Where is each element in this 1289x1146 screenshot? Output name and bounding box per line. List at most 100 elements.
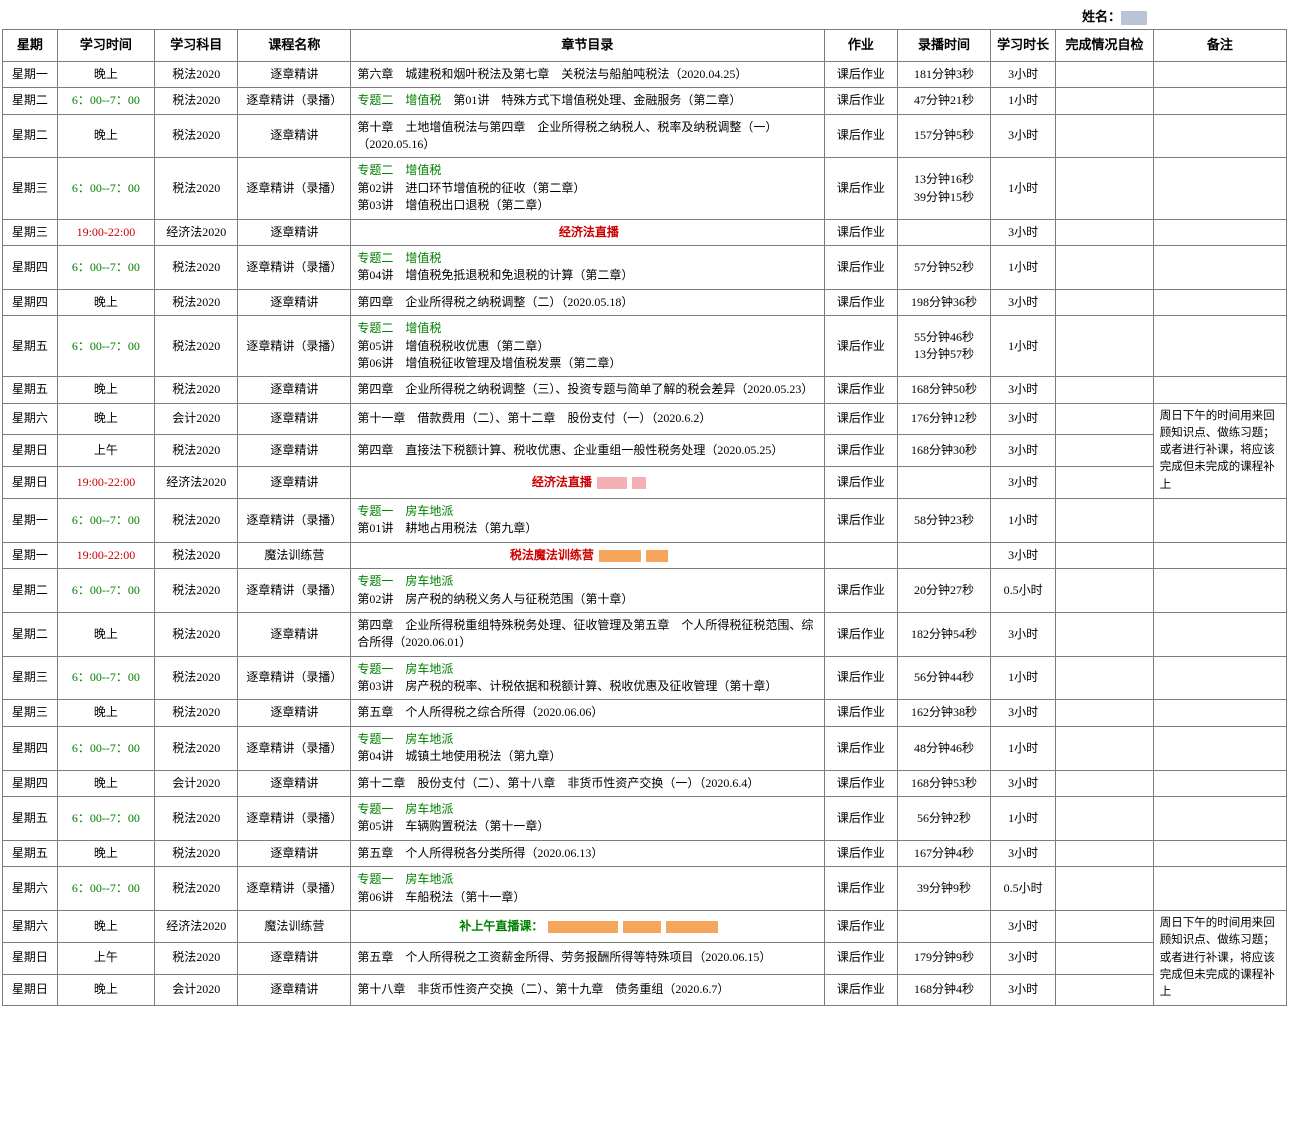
- cell-time: 晚上: [57, 974, 154, 1006]
- cell-note: [1153, 840, 1286, 866]
- cell-chapter: 专题二 增值税第05讲 增值税税收优惠（第二章）第06讲 增值税征收管理及增值税…: [351, 316, 824, 377]
- cell-duration: 168分钟50秒: [898, 377, 991, 403]
- cell-day: 星期五: [3, 377, 58, 403]
- cell-time: 6：00--7：00: [57, 797, 154, 841]
- cell-subject: 税法2020: [155, 700, 238, 726]
- cell-day: 星期日: [3, 435, 58, 467]
- table-row: 星期日上午税法2020逐章精讲第五章 个人所得税之工资薪金所得、劳务报酬所得等特…: [3, 942, 1287, 974]
- cell-selfcheck: [1056, 61, 1153, 87]
- col-header-7: 学习时长: [990, 30, 1055, 62]
- cell-selfcheck: [1056, 911, 1153, 943]
- table-row: 星期二晚上税法2020逐章精讲第十章 土地增值税法与第四章 企业所得税之纳税人、…: [3, 114, 1287, 158]
- cell-selfcheck: [1056, 245, 1153, 289]
- cell-chapter: 专题二 增值税第02讲 进口环节增值税的征收（第二章）第03讲 增值税出口退税（…: [351, 158, 824, 219]
- cell-length: 1小时: [990, 656, 1055, 700]
- cell-time: 19:00-22:00: [57, 542, 154, 568]
- cell-course: 逐章精讲: [238, 435, 351, 467]
- cell-time: 上午: [57, 942, 154, 974]
- cell-subject: 税法2020: [155, 840, 238, 866]
- cell-duration: 182分钟54秒: [898, 612, 991, 656]
- table-row: 星期五6：00--7：00税法2020逐章精讲（录播）专题二 增值税第05讲 增…: [3, 316, 1287, 377]
- redacted-block: [597, 477, 627, 489]
- cell-subject: 税法2020: [155, 377, 238, 403]
- cell-length: 3小时: [990, 289, 1055, 315]
- cell-course: 逐章精讲: [238, 377, 351, 403]
- cell-time: 晚上: [57, 612, 154, 656]
- cell-duration: [898, 467, 991, 499]
- cell-day: 星期三: [3, 656, 58, 700]
- cell-note: [1153, 219, 1286, 245]
- table-row: 星期日上午税法2020逐章精讲第四章 直接法下税额计算、税收优惠、企业重组一般性…: [3, 435, 1287, 467]
- cell-length: 3小时: [990, 219, 1055, 245]
- cell-length: 1小时: [990, 797, 1055, 841]
- cell-day: 星期三: [3, 700, 58, 726]
- col-header-3: 课程名称: [238, 30, 351, 62]
- cell-selfcheck: [1056, 498, 1153, 542]
- cell-course: 逐章精讲: [238, 770, 351, 796]
- table-row: 星期日晚上会计2020逐章精讲第十八章 非货币性资产交换（二）、第十九章 债务重…: [3, 974, 1287, 1006]
- cell-duration: 168分钟4秒: [898, 974, 991, 1006]
- cell-subject: 会计2020: [155, 403, 238, 435]
- cell-homework: 课后作业: [824, 435, 898, 467]
- cell-length: 0.5小时: [990, 867, 1055, 911]
- cell-chapter: 第十一章 借款费用（二）、第十二章 股份支付（一）（2020.6.2）: [351, 403, 824, 435]
- cell-subject: 税法2020: [155, 88, 238, 114]
- cell-day: 星期五: [3, 797, 58, 841]
- cell-length: 1小时: [990, 88, 1055, 114]
- cell-length: 1小时: [990, 498, 1055, 542]
- cell-time: 6：00--7：00: [57, 245, 154, 289]
- cell-subject: 税法2020: [155, 542, 238, 568]
- cell-subject: 会计2020: [155, 770, 238, 796]
- cell-course: 逐章精讲: [238, 942, 351, 974]
- cell-duration: 181分钟3秒: [898, 61, 991, 87]
- cell-subject: 税法2020: [155, 61, 238, 87]
- cell-subject: 税法2020: [155, 942, 238, 974]
- cell-time: 晚上: [57, 700, 154, 726]
- cell-homework: 课后作业: [824, 942, 898, 974]
- cell-duration: 56分钟2秒: [898, 797, 991, 841]
- col-header-5: 作业: [824, 30, 898, 62]
- cell-subject: 经济法2020: [155, 911, 238, 943]
- col-header-2: 学习科目: [155, 30, 238, 62]
- cell-course: 逐章精讲（录播）: [238, 316, 351, 377]
- name-label: 姓名：: [2, 2, 1287, 29]
- cell-chapter: 第十二章 股份支付（二）、第十八章 非货币性资产交换（一）（2020.6.4）: [351, 770, 824, 796]
- cell-selfcheck: [1056, 377, 1153, 403]
- cell-homework: 课后作业: [824, 867, 898, 911]
- cell-time: 6：00--7：00: [57, 867, 154, 911]
- cell-selfcheck: [1056, 114, 1153, 158]
- cell-length: 3小时: [990, 974, 1055, 1006]
- cell-course: 逐章精讲: [238, 289, 351, 315]
- cell-note: [1153, 797, 1286, 841]
- cell-time: 6：00--7：00: [57, 569, 154, 613]
- cell-length: 1小时: [990, 158, 1055, 219]
- cell-duration: 176分钟12秒: [898, 403, 991, 435]
- cell-selfcheck: [1056, 974, 1153, 1006]
- table-row: 星期六晚上会计2020逐章精讲第十一章 借款费用（二）、第十二章 股份支付（一）…: [3, 403, 1287, 435]
- cell-time: 晚上: [57, 911, 154, 943]
- cell-duration: 179分钟9秒: [898, 942, 991, 974]
- table-row: 星期三晚上税法2020逐章精讲第五章 个人所得税之综合所得（2020.06.06…: [3, 700, 1287, 726]
- cell-time: 上午: [57, 435, 154, 467]
- cell-selfcheck: [1056, 289, 1153, 315]
- table-row: 星期二晚上税法2020逐章精讲第四章 企业所得税重组特殊税务处理、征收管理及第五…: [3, 612, 1287, 656]
- cell-chapter: 专题一 房车地派第06讲 车船税法（第十一章）: [351, 867, 824, 911]
- cell-course: 逐章精讲: [238, 403, 351, 435]
- cell-time: 6：00--7：00: [57, 316, 154, 377]
- cell-duration: 56分钟44秒: [898, 656, 991, 700]
- cell-duration: 47分钟21秒: [898, 88, 991, 114]
- cell-note: [1153, 569, 1286, 613]
- table-row: 星期五晚上税法2020逐章精讲第五章 个人所得税各分类所得（2020.06.13…: [3, 840, 1287, 866]
- cell-homework: 课后作业: [824, 377, 898, 403]
- cell-duration: 157分钟5秒: [898, 114, 991, 158]
- cell-time: 晚上: [57, 289, 154, 315]
- cell-homework: 课后作业: [824, 289, 898, 315]
- redacted-block: [599, 550, 641, 562]
- cell-duration: 198分钟36秒: [898, 289, 991, 315]
- cell-selfcheck: [1056, 867, 1153, 911]
- cell-selfcheck: [1056, 88, 1153, 114]
- cell-chapter: 专题一 房车地派第03讲 房产税的税率、计税依据和税额计算、税收优惠及征收管理（…: [351, 656, 824, 700]
- cell-note: [1153, 770, 1286, 796]
- cell-day: 星期五: [3, 840, 58, 866]
- redacted-block: [548, 921, 618, 933]
